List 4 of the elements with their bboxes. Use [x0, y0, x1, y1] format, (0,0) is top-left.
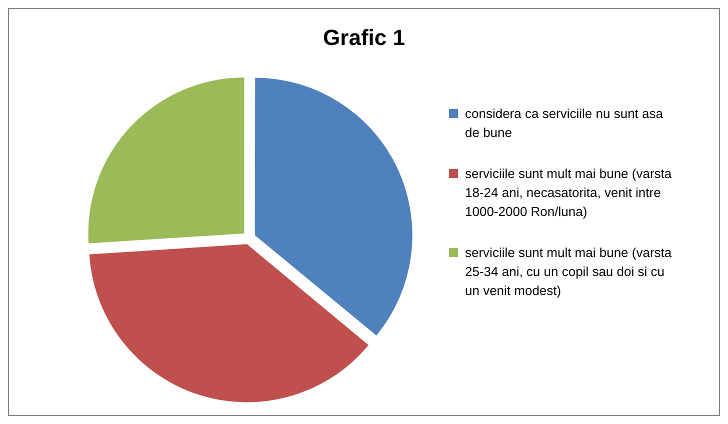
chart-title: Grafic 1 [322, 25, 406, 51]
legend-label: serviciile sunt mult mai bune (varsta 18-24 ani, necasatorita, venit intre 1000-2000 Ron/luna) [465, 165, 673, 221]
legend-label: serviciile sunt mult mai bune (varsta 25-34 ani, cu un copil sau doi si cu un venit modest) [465, 244, 673, 300]
legend-label: considera ca serviciile nu sunt asa de bune [465, 105, 664, 142]
